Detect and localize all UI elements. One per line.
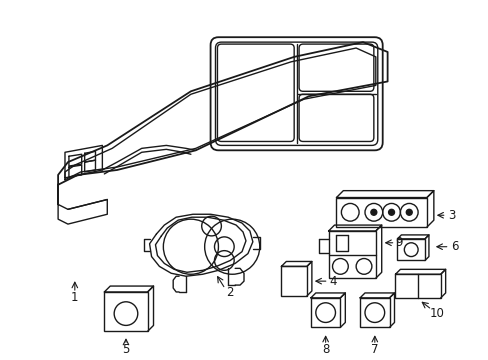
Circle shape [406,209,411,215]
Bar [395,274,440,298]
Text: 3: 3 [447,209,454,222]
Circle shape [388,209,394,215]
Text: 2: 2 [226,287,234,300]
Bar [359,298,389,327]
Bar [310,298,340,327]
Bar [281,266,306,296]
Bar [336,198,426,227]
Text: 4: 4 [329,275,337,288]
Text: 1: 1 [71,291,79,304]
Text: 6: 6 [450,240,457,253]
Bar [328,231,375,278]
Bar [397,239,424,261]
Text: 8: 8 [321,342,328,356]
Text: 7: 7 [370,342,378,356]
Text: 5: 5 [122,342,129,356]
Bar [104,292,147,331]
Circle shape [370,209,376,215]
Text: 9: 9 [395,236,402,249]
Text: 10: 10 [428,307,443,320]
